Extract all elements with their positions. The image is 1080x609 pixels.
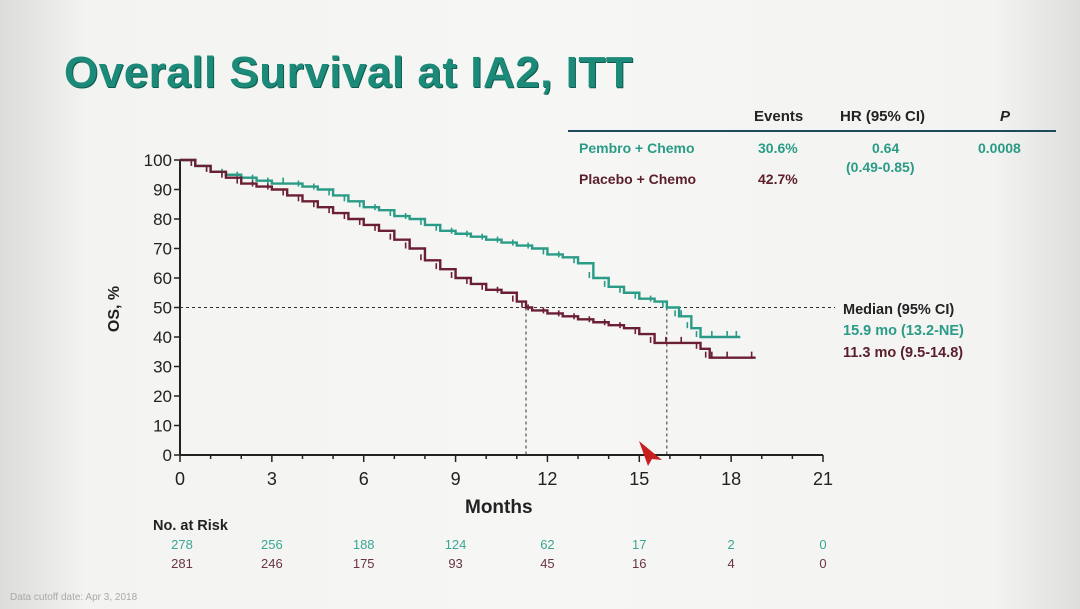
median-pembro: 15.9 mo (13.2-NE) xyxy=(843,323,964,339)
y-tick-label: 50 xyxy=(153,299,172,318)
x-tick-label: 21 xyxy=(813,469,833,489)
y-tick-label: 80 xyxy=(153,210,172,229)
risk-pembro-cell: 0 xyxy=(819,537,827,552)
risk-pembro-cell: 17 xyxy=(632,537,647,552)
risk-placebo-cell: 0 xyxy=(819,556,827,571)
risk-placebo-cell: 281 xyxy=(171,556,193,571)
x-tick-label: 6 xyxy=(359,469,369,489)
y-tick-label: 0 xyxy=(163,446,172,465)
risk-placebo-cell: 4 xyxy=(727,556,735,571)
y-tick-label: 60 xyxy=(153,269,172,288)
placebo-events: 42.7% xyxy=(758,171,798,187)
risk-pembro-cell: 124 xyxy=(444,537,467,552)
placebo-arm-label: Placebo + Chemo xyxy=(579,171,697,187)
risk-table-title: No. at Risk xyxy=(153,518,228,534)
median-title: Median (95% CI) xyxy=(843,302,955,318)
x-axis-label: Months xyxy=(465,497,533,518)
risk-placebo-cell: 45 xyxy=(540,556,555,571)
risk-pembro-cell: 2 xyxy=(727,537,735,552)
x-tick-label: 15 xyxy=(629,469,649,489)
hr-header: HR (95% CI) xyxy=(840,108,926,125)
p-header: P xyxy=(1000,108,1011,125)
y-tick-label: 30 xyxy=(153,358,172,377)
series-layer xyxy=(180,158,756,359)
y-axis-label: OS, % xyxy=(106,285,124,333)
y-tick-label: 10 xyxy=(153,417,172,436)
data-cutoff-note: Data cutoff date: Apr 3, 2018 xyxy=(10,592,138,603)
risk-placebo-cell: 246 xyxy=(260,556,283,571)
pembro-survival-curve xyxy=(180,158,741,339)
risk-pembro-cell: 256 xyxy=(260,537,283,552)
pointer-cursor-icon xyxy=(639,441,662,466)
pembro-arm-label: Pembro + Chemo xyxy=(579,140,695,156)
risk-pembro-cell: 278 xyxy=(171,537,193,552)
risk-placebo-cell: 175 xyxy=(352,556,375,571)
median-reference-lines xyxy=(180,307,835,455)
y-tick-label: 100 xyxy=(144,151,172,170)
slide-title: Overall Survival at IA2, ITT xyxy=(64,48,634,97)
events-header: Events xyxy=(754,108,804,125)
y-tick-label: 70 xyxy=(153,240,172,259)
axes-layer: 0 10 20 30 40 50 60 70 80 90 100 0 3 6 9 12 15 18 21 xyxy=(144,151,833,489)
hr-ci: (0.49-0.85) xyxy=(846,159,915,175)
y-tick-label: 20 xyxy=(153,387,172,406)
y-tick-label: 90 xyxy=(153,181,172,200)
median-placebo: 11.3 mo (9.5-14.8) xyxy=(843,345,964,361)
x-tick-label: 3 xyxy=(267,469,277,489)
risk-placebo-cell: 93 xyxy=(448,556,463,571)
x-tick-label: 12 xyxy=(537,469,557,489)
risk-pembro-cell: 188 xyxy=(352,537,375,552)
risk-pembro-cell: 62 xyxy=(540,537,555,552)
p-value: 0.0008 xyxy=(978,140,1021,156)
x-tick-label: 18 xyxy=(721,469,741,489)
table-rule xyxy=(568,130,1056,132)
x-tick-label: 9 xyxy=(451,469,461,489)
risk-placebo-cell: 16 xyxy=(632,556,647,571)
pembro-events: 30.6% xyxy=(758,140,798,156)
x-tick-label: 0 xyxy=(175,469,185,489)
hr-value: 0.64 xyxy=(872,140,900,156)
placebo-survival-curve xyxy=(180,158,756,359)
y-tick-label: 40 xyxy=(153,328,172,347)
